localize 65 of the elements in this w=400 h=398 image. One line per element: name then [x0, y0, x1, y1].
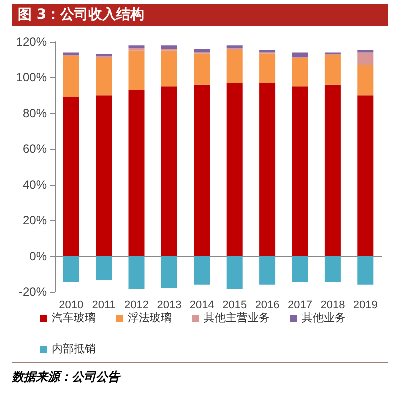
- bar: [194, 49, 210, 53]
- x-tick-label: 2019: [353, 300, 378, 312]
- bar: [63, 56, 80, 98]
- bar: [63, 97, 80, 256]
- bar: [128, 90, 145, 256]
- legend-label: 汽车玻璃: [52, 312, 96, 324]
- y-tick-label: 60%: [22, 142, 48, 156]
- bar: [161, 50, 178, 87]
- bar: [292, 86, 308, 256]
- legend-label: 其他业务: [302, 312, 346, 324]
- bar: [96, 96, 112, 256]
- bar: [260, 83, 276, 256]
- bar: [63, 52, 80, 56]
- bar: [194, 54, 210, 85]
- y-tick-label: 0%: [30, 249, 48, 264]
- bar: [96, 58, 112, 96]
- bar: [358, 96, 374, 256]
- legend-label: 其他主营业务: [204, 312, 270, 324]
- y-tick-label: -20%: [18, 285, 48, 299]
- y-tick-label: 40%: [22, 178, 48, 192]
- bar: [96, 256, 112, 280]
- y-tick-label: 80%: [22, 106, 48, 120]
- bar: [358, 65, 374, 96]
- bar: [292, 58, 308, 87]
- bar: [324, 256, 341, 282]
- bar: [226, 46, 243, 48]
- bar: [194, 256, 210, 285]
- bar: [226, 83, 243, 256]
- x-tick-label: 2016: [255, 300, 280, 312]
- bar: [260, 256, 276, 285]
- x-tick-label: 2017: [288, 300, 312, 312]
- legend-label: 浮法玻璃: [128, 312, 172, 324]
- bar: [161, 256, 178, 288]
- y-tick-label: 100%: [16, 70, 48, 85]
- x-tick-label: 2012: [124, 300, 149, 312]
- x-tick-label: 2013: [157, 300, 182, 312]
- bar: [292, 52, 308, 58]
- legend-label: 内部抵销: [52, 342, 96, 356]
- bar: [128, 46, 145, 48]
- bar: [128, 50, 145, 90]
- x-tick-label: 2014: [190, 300, 214, 312]
- x-tick-label: 2018: [320, 300, 346, 312]
- x-tick-label: 2015: [222, 300, 248, 312]
- bar: [260, 54, 276, 84]
- x-tick-label: 2010: [59, 300, 84, 312]
- bar: [358, 50, 374, 53]
- bar: [63, 256, 80, 282]
- bar: [324, 55, 341, 85]
- bar: [226, 50, 243, 84]
- source-note: 数据来源：公司公告: [12, 362, 388, 386]
- bar: [128, 48, 145, 51]
- bar: [358, 256, 374, 285]
- bar: [358, 52, 374, 66]
- x-tick-label: 2011: [92, 300, 116, 312]
- bar: [226, 256, 243, 290]
- y-tick-label: 20%: [22, 214, 48, 228]
- y-tick-label: 120%: [16, 35, 48, 49]
- bar: [161, 86, 178, 256]
- bar: [324, 84, 341, 256]
- chart-title: 图 3：公司收入结构: [12, 4, 388, 26]
- bar: [260, 50, 276, 53]
- bar: [292, 256, 308, 282]
- bar: [161, 46, 178, 50]
- bar: [128, 256, 145, 290]
- bar: [194, 84, 210, 256]
